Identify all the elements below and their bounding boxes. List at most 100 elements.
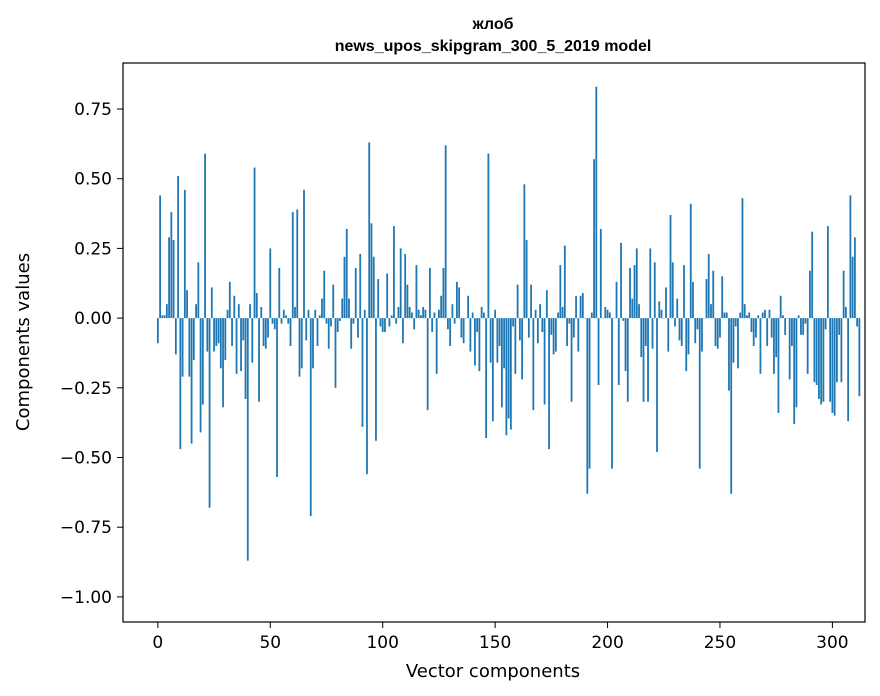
bar-8 <box>174 318 177 355</box>
bar-250 <box>719 318 721 338</box>
x-tick-label-0: 0 <box>152 633 163 653</box>
bar-68 <box>309 318 312 517</box>
bar-142 <box>476 318 479 333</box>
bar-206 <box>620 242 622 319</box>
y-tick-label-2: −0.50 <box>60 449 112 469</box>
bar-232 <box>678 318 681 341</box>
bar-270 <box>764 309 766 319</box>
bar-158 <box>512 318 515 327</box>
bar-6 <box>170 212 173 319</box>
bar-25 <box>213 318 215 352</box>
bar-7 <box>172 240 175 319</box>
bar-104 <box>390 315 393 319</box>
y-tick-label-7: 0.75 <box>74 100 112 120</box>
bar-16 <box>192 318 195 360</box>
bar-146 <box>485 318 488 438</box>
bar-96 <box>372 256 375 319</box>
bar-229 <box>671 262 674 319</box>
bar-162 <box>521 318 524 380</box>
y-axis-label: Components values <box>13 253 34 431</box>
bar-214 <box>638 304 640 319</box>
bar-14 <box>188 318 191 377</box>
bar-204 <box>615 281 618 319</box>
x-tick-label-100: 100 <box>366 633 398 653</box>
bar-32 <box>228 281 231 319</box>
bar-138 <box>467 295 470 319</box>
y-tick-label-1: −0.75 <box>60 518 112 538</box>
bar-284 <box>795 318 798 408</box>
bar-47 <box>262 318 265 346</box>
bar-193 <box>590 312 593 319</box>
bar-38 <box>242 318 245 341</box>
bar-207 <box>622 318 625 321</box>
bar-72 <box>318 315 321 319</box>
bar-109 <box>402 318 404 344</box>
bar-120 <box>426 318 429 411</box>
bar-174 <box>548 318 550 450</box>
bar-264 <box>750 318 753 333</box>
bar-256 <box>732 318 735 363</box>
bar-164 <box>525 240 528 319</box>
bar-182 <box>566 318 568 346</box>
bar-287 <box>802 318 805 335</box>
bar-283 <box>793 318 796 425</box>
bar-44 <box>255 293 258 319</box>
bar-296 <box>822 318 825 402</box>
bar-12 <box>183 189 186 319</box>
x-tick-label-250: 250 <box>704 633 736 653</box>
y-tick-label-0: −1.00 <box>60 588 112 608</box>
bar-147 <box>487 153 490 319</box>
bar-149 <box>491 318 494 422</box>
bar-178 <box>557 312 559 319</box>
bar-15 <box>190 318 193 444</box>
bar-19 <box>199 318 202 433</box>
bar-212 <box>633 265 636 319</box>
bar-151 <box>496 318 499 363</box>
bar-95 <box>370 223 373 319</box>
bar-181 <box>563 245 566 319</box>
bar-241 <box>698 318 701 469</box>
bar-94 <box>368 142 371 319</box>
bar-92 <box>363 309 366 319</box>
bar-217 <box>644 318 647 346</box>
bar-160 <box>516 284 519 319</box>
bar-31 <box>226 309 229 319</box>
bar-242 <box>701 318 703 352</box>
bar-297 <box>824 318 827 330</box>
bar-251 <box>721 276 724 319</box>
bar-155 <box>505 318 508 436</box>
bar-93 <box>366 318 368 475</box>
bar-82 <box>341 298 344 319</box>
bar-130 <box>449 318 452 346</box>
bar-257 <box>734 318 737 327</box>
bar-33 <box>231 318 233 346</box>
bar-216 <box>642 318 645 402</box>
bar-67 <box>307 309 310 319</box>
bar-75 <box>325 318 328 324</box>
bar-100 <box>381 318 384 333</box>
bar-196 <box>597 318 600 386</box>
bar-74 <box>323 270 326 319</box>
bar-226 <box>665 287 667 319</box>
bar-311 <box>856 318 859 327</box>
bar-18 <box>197 262 200 319</box>
bar-91 <box>361 318 364 427</box>
bar-43 <box>253 167 256 319</box>
bar-254 <box>728 318 730 391</box>
bar-184 <box>570 318 573 402</box>
bar-117 <box>420 315 422 319</box>
bar-113 <box>411 312 413 319</box>
bar-116 <box>417 309 420 319</box>
bar-66 <box>305 318 308 341</box>
bar-238 <box>692 281 694 319</box>
bar-26 <box>215 318 218 346</box>
bar-80 <box>336 318 339 333</box>
bar-312 <box>858 318 861 397</box>
bar-288 <box>804 318 807 324</box>
bar-88 <box>354 267 357 319</box>
bar-302 <box>835 318 838 383</box>
bar-259 <box>739 312 742 319</box>
bar-48 <box>264 318 267 349</box>
bar-9 <box>177 175 179 319</box>
bar-143 <box>478 318 481 372</box>
